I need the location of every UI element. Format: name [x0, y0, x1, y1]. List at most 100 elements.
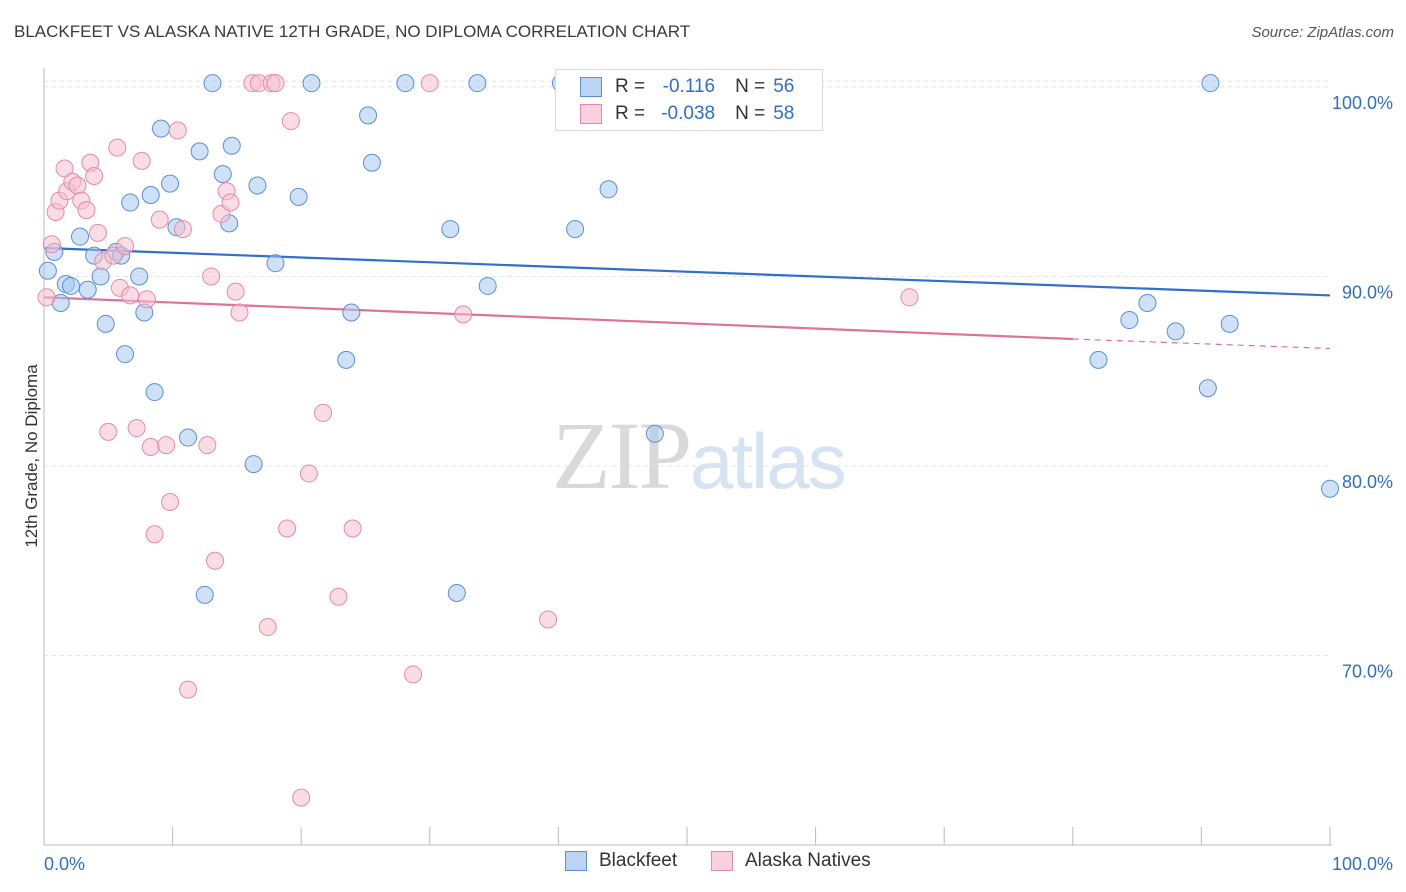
- alaska-natives-point-22: [137, 290, 156, 309]
- legend-row-blackfeet: R = -0.116 N = 56: [580, 73, 794, 101]
- blackfeet-point-22: [190, 142, 209, 161]
- blackfeet-point-35: [359, 106, 378, 125]
- alaska-natives-point-28: [168, 121, 187, 140]
- blackfeet-point-31: [289, 187, 308, 206]
- alaska-natives-point-36: [221, 193, 240, 212]
- blackfeet-point-37: [396, 74, 415, 93]
- alaska-natives-point-41: [258, 618, 277, 637]
- blackfeet-point-24: [203, 74, 222, 93]
- alaska-natives-point-46: [292, 788, 311, 807]
- legend-label-alaska-natives: Alaska Natives: [745, 850, 871, 871]
- watermark-atlas: atlas: [690, 417, 847, 505]
- alaska-natives-point-21: [132, 151, 151, 170]
- x-axis-ticks: [172, 827, 1331, 845]
- alaska-natives-point-57: [900, 288, 919, 307]
- blackfeet-point-43: [566, 220, 585, 239]
- blackfeet-point-55: [1321, 479, 1339, 498]
- blackfeet-point-23: [195, 585, 214, 604]
- blackfeet-point-19: [161, 174, 180, 193]
- legend-n-label: N =: [735, 103, 766, 124]
- blackfeet-point-27: [222, 136, 241, 155]
- alaska-natives-point-53: [454, 305, 473, 324]
- alaska-natives-point-33: [206, 551, 225, 570]
- alaska-natives-point-16: [108, 138, 127, 157]
- alaska-natives-point-32: [202, 267, 221, 286]
- blackfeet-point-48: [1089, 350, 1108, 369]
- alaska-natives-point-0: [37, 288, 56, 307]
- blackfeet-point-54: [1220, 314, 1239, 333]
- blackfeet-point-33: [337, 350, 356, 369]
- legend-swatch-blackfeet: [565, 851, 587, 871]
- blackfeet-point-5: [71, 227, 90, 246]
- alaska-natives-point-23: [141, 438, 160, 457]
- blackfeet-point-49: [1120, 311, 1139, 330]
- y-axis-label: 12th Grade, No Diploma: [22, 364, 41, 548]
- blackfeet-point-52: [1198, 379, 1217, 398]
- legend-n-value: 56: [773, 76, 795, 97]
- legend-swatch-blackfeet: [580, 77, 602, 97]
- alaska-natives-point-1: [42, 235, 61, 254]
- blackfeet-point-16: [141, 185, 160, 204]
- x-tick-label-max: 100.0%: [1332, 854, 1393, 874]
- alaska-natives-trend-extension: [1072, 338, 1331, 350]
- alaska-natives-point-18: [116, 237, 135, 256]
- blackfeet-point-9: [96, 314, 115, 333]
- legend-r-value: -0.116: [662, 76, 716, 97]
- y-tick-label-1: 90.0%: [1342, 282, 1393, 302]
- alaska-natives-point-31: [198, 436, 217, 455]
- blackfeet-point-25: [213, 165, 232, 184]
- blackfeet-point-46: [645, 424, 664, 443]
- legend-swatch-alaska-natives: [711, 851, 733, 871]
- blackfeet-point-13: [121, 193, 140, 212]
- legend-n-value: 58: [773, 103, 795, 124]
- alaska-natives-point-19: [121, 286, 140, 305]
- blackfeet-point-53: [1201, 74, 1220, 93]
- alaska-natives-trend-line: [43, 296, 1073, 341]
- alaska-natives-point-14: [99, 422, 118, 441]
- legend-item-alaska-natives: Alaska Natives: [711, 850, 871, 872]
- blackfeet-point-14: [130, 267, 149, 286]
- alaska-natives-point-20: [127, 419, 146, 438]
- blackfeet-point-39: [447, 583, 466, 602]
- alaska-natives-point-45: [281, 112, 300, 131]
- alaska-natives-point-27: [161, 492, 180, 511]
- alaska-natives-point-24: [145, 525, 164, 544]
- legend-r-label: R =: [615, 76, 646, 97]
- alaska-natives-point-4: [55, 159, 74, 178]
- blackfeet-point-28: [244, 455, 263, 474]
- series-legend: Blackfeet Alaska Natives: [0, 850, 1406, 878]
- y-tick-label-2: 80.0%: [1342, 472, 1393, 492]
- y-tick-label-3: 70.0%: [1342, 661, 1393, 681]
- blackfeet-point-30: [266, 254, 285, 273]
- alaska-natives-point-49: [329, 587, 348, 606]
- alaska-natives-point-38: [230, 303, 249, 322]
- watermark-zip: ZIP: [552, 402, 692, 509]
- alaska-natives-point-51: [404, 665, 423, 684]
- blackfeet-point-41: [478, 276, 497, 295]
- alaska-natives-point-12: [89, 223, 108, 242]
- blackfeet-point-40: [468, 74, 487, 93]
- legend-item-blackfeet: Blackfeet: [565, 850, 677, 872]
- gridlines: [44, 80, 1330, 656]
- stats-legend: R = -0.116 N = 56 R = -0.038 N = 58: [555, 69, 823, 131]
- legend-r-label: R =: [615, 103, 646, 124]
- alaska-natives-point-7: [68, 176, 87, 195]
- watermark: ZIPatlas: [552, 400, 847, 511]
- y-tick-label-0: 100.0%: [1332, 93, 1393, 113]
- blackfeet-point-51: [1166, 322, 1185, 341]
- alaska-natives-point-29: [173, 220, 192, 239]
- alaska-natives-point-25: [150, 210, 169, 229]
- chart-source: Source: ZipAtlas.com: [1251, 24, 1394, 41]
- blackfeet-point-50: [1138, 293, 1157, 312]
- blackfeet-point-8: [91, 267, 110, 286]
- blackfeet-point-17: [145, 383, 164, 402]
- legend-label-blackfeet: Blackfeet: [599, 850, 678, 871]
- blackfeet-point-21: [179, 428, 198, 447]
- blackfeet-point-0: [38, 261, 57, 280]
- alaska-natives-point-48: [314, 403, 333, 422]
- blackfeet-point-44: [599, 180, 618, 199]
- blackfeet-point-6: [78, 280, 97, 299]
- blackfeet-point-4: [62, 276, 81, 295]
- blackfeet-point-29: [248, 176, 267, 195]
